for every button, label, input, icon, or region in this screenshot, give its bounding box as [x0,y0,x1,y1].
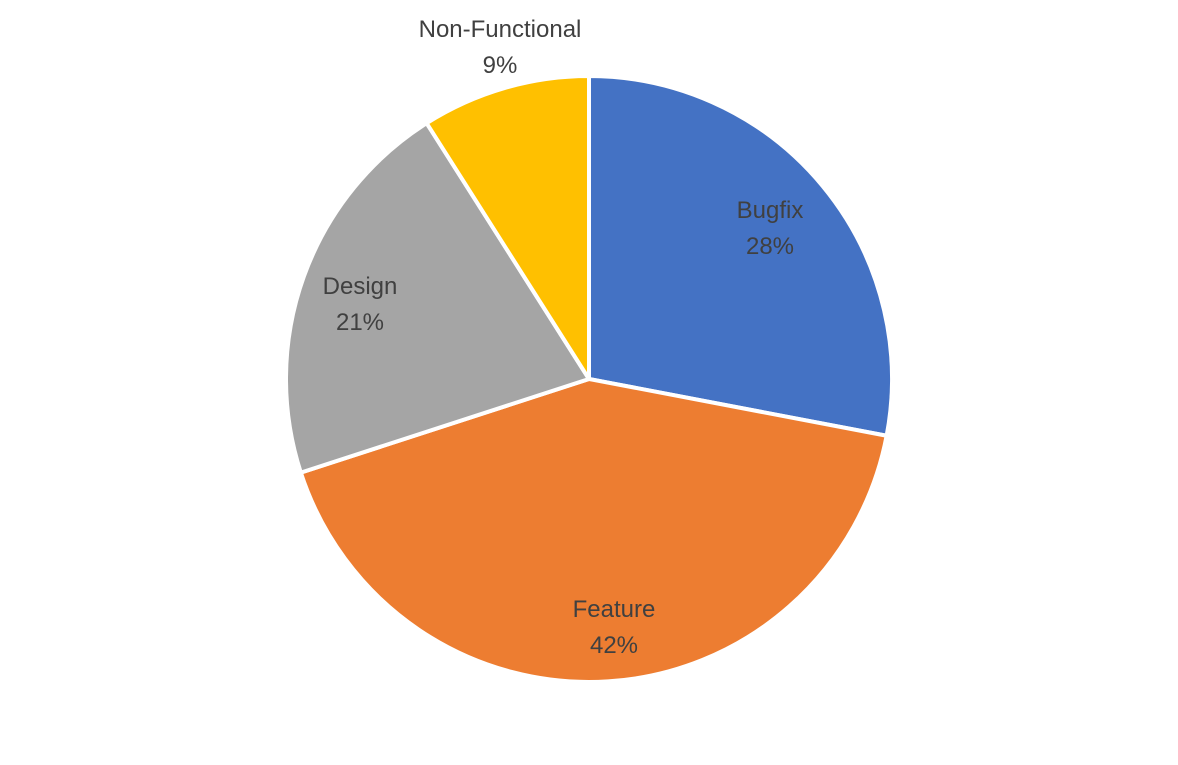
pie-slice-design [284,121,591,475]
pie-slice-non-functional [424,74,591,381]
slice-label-bugfix: Bugfix [737,197,804,224]
pie-slice-bugfix [587,74,894,438]
slices-layer [284,74,894,684]
slice-label-design: Design [323,273,398,300]
slice-percent-non-functional: 9% [483,52,518,79]
slice-label-non-functional: Non-Functional [419,16,582,43]
slice-percent-bugfix: 28% [746,233,794,260]
slice-label-feature: Feature [573,596,656,623]
slice-percent-feature: 42% [590,632,638,659]
labels-layer: Bugfix 28% Feature 42% Design 21% Non-Function… [323,16,804,659]
pie-slice-feature [298,377,889,684]
slice-percent-design: 21% [336,309,384,336]
